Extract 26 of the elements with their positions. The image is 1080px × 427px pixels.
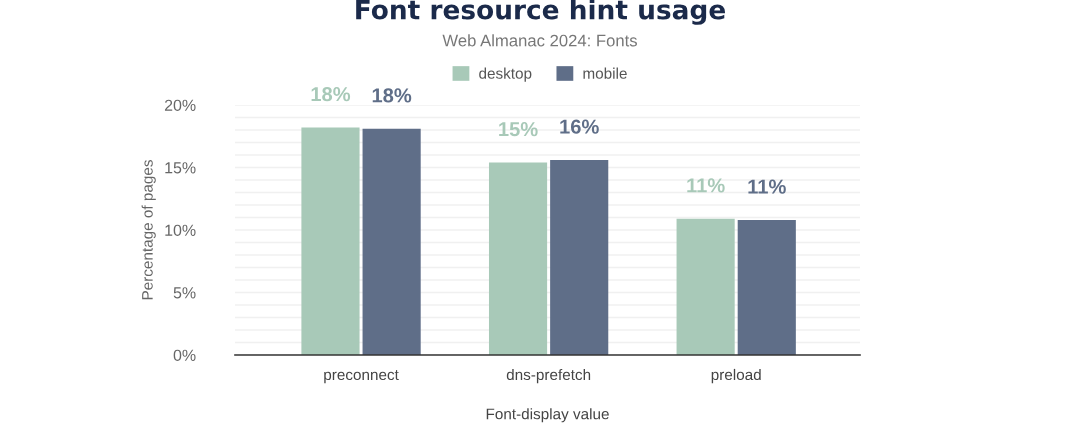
data-label: 11% bbox=[748, 179, 786, 194]
y-axis-title: Percentage of pages bbox=[141, 160, 156, 300]
bar bbox=[737, 220, 796, 355]
chart-title: Font resource hint usage bbox=[356, 0, 725, 25]
y-tick-label: 10% bbox=[165, 224, 196, 236]
bar bbox=[362, 128, 421, 355]
x-tick-label: preload bbox=[711, 368, 761, 384]
y-tick-label: 20% bbox=[164, 99, 196, 111]
data-label: 16% bbox=[560, 119, 599, 134]
x-axis-title: Font-display value bbox=[486, 408, 609, 423]
bar bbox=[488, 162, 548, 355]
y-tick-label: 0% bbox=[173, 349, 196, 361]
y-tick-label: 15% bbox=[165, 162, 196, 174]
bar bbox=[301, 127, 360, 355]
x-tick-label: dns-prefetch bbox=[506, 368, 591, 384]
data-label: 18% bbox=[311, 87, 351, 102]
bar bbox=[676, 218, 735, 355]
legend-label: mobile bbox=[583, 67, 627, 79]
x-tick-label: preconnect bbox=[324, 370, 399, 384]
data-label: 18% bbox=[372, 88, 412, 103]
data-label: 11% bbox=[687, 178, 725, 193]
y-tick-label: 5% bbox=[173, 287, 196, 299]
bar bbox=[550, 160, 609, 355]
chart-subtitle: Web Almanac 2024: Fonts bbox=[442, 34, 637, 47]
data-label: 15% bbox=[499, 122, 538, 137]
legend-label: desktop bbox=[479, 67, 532, 82]
